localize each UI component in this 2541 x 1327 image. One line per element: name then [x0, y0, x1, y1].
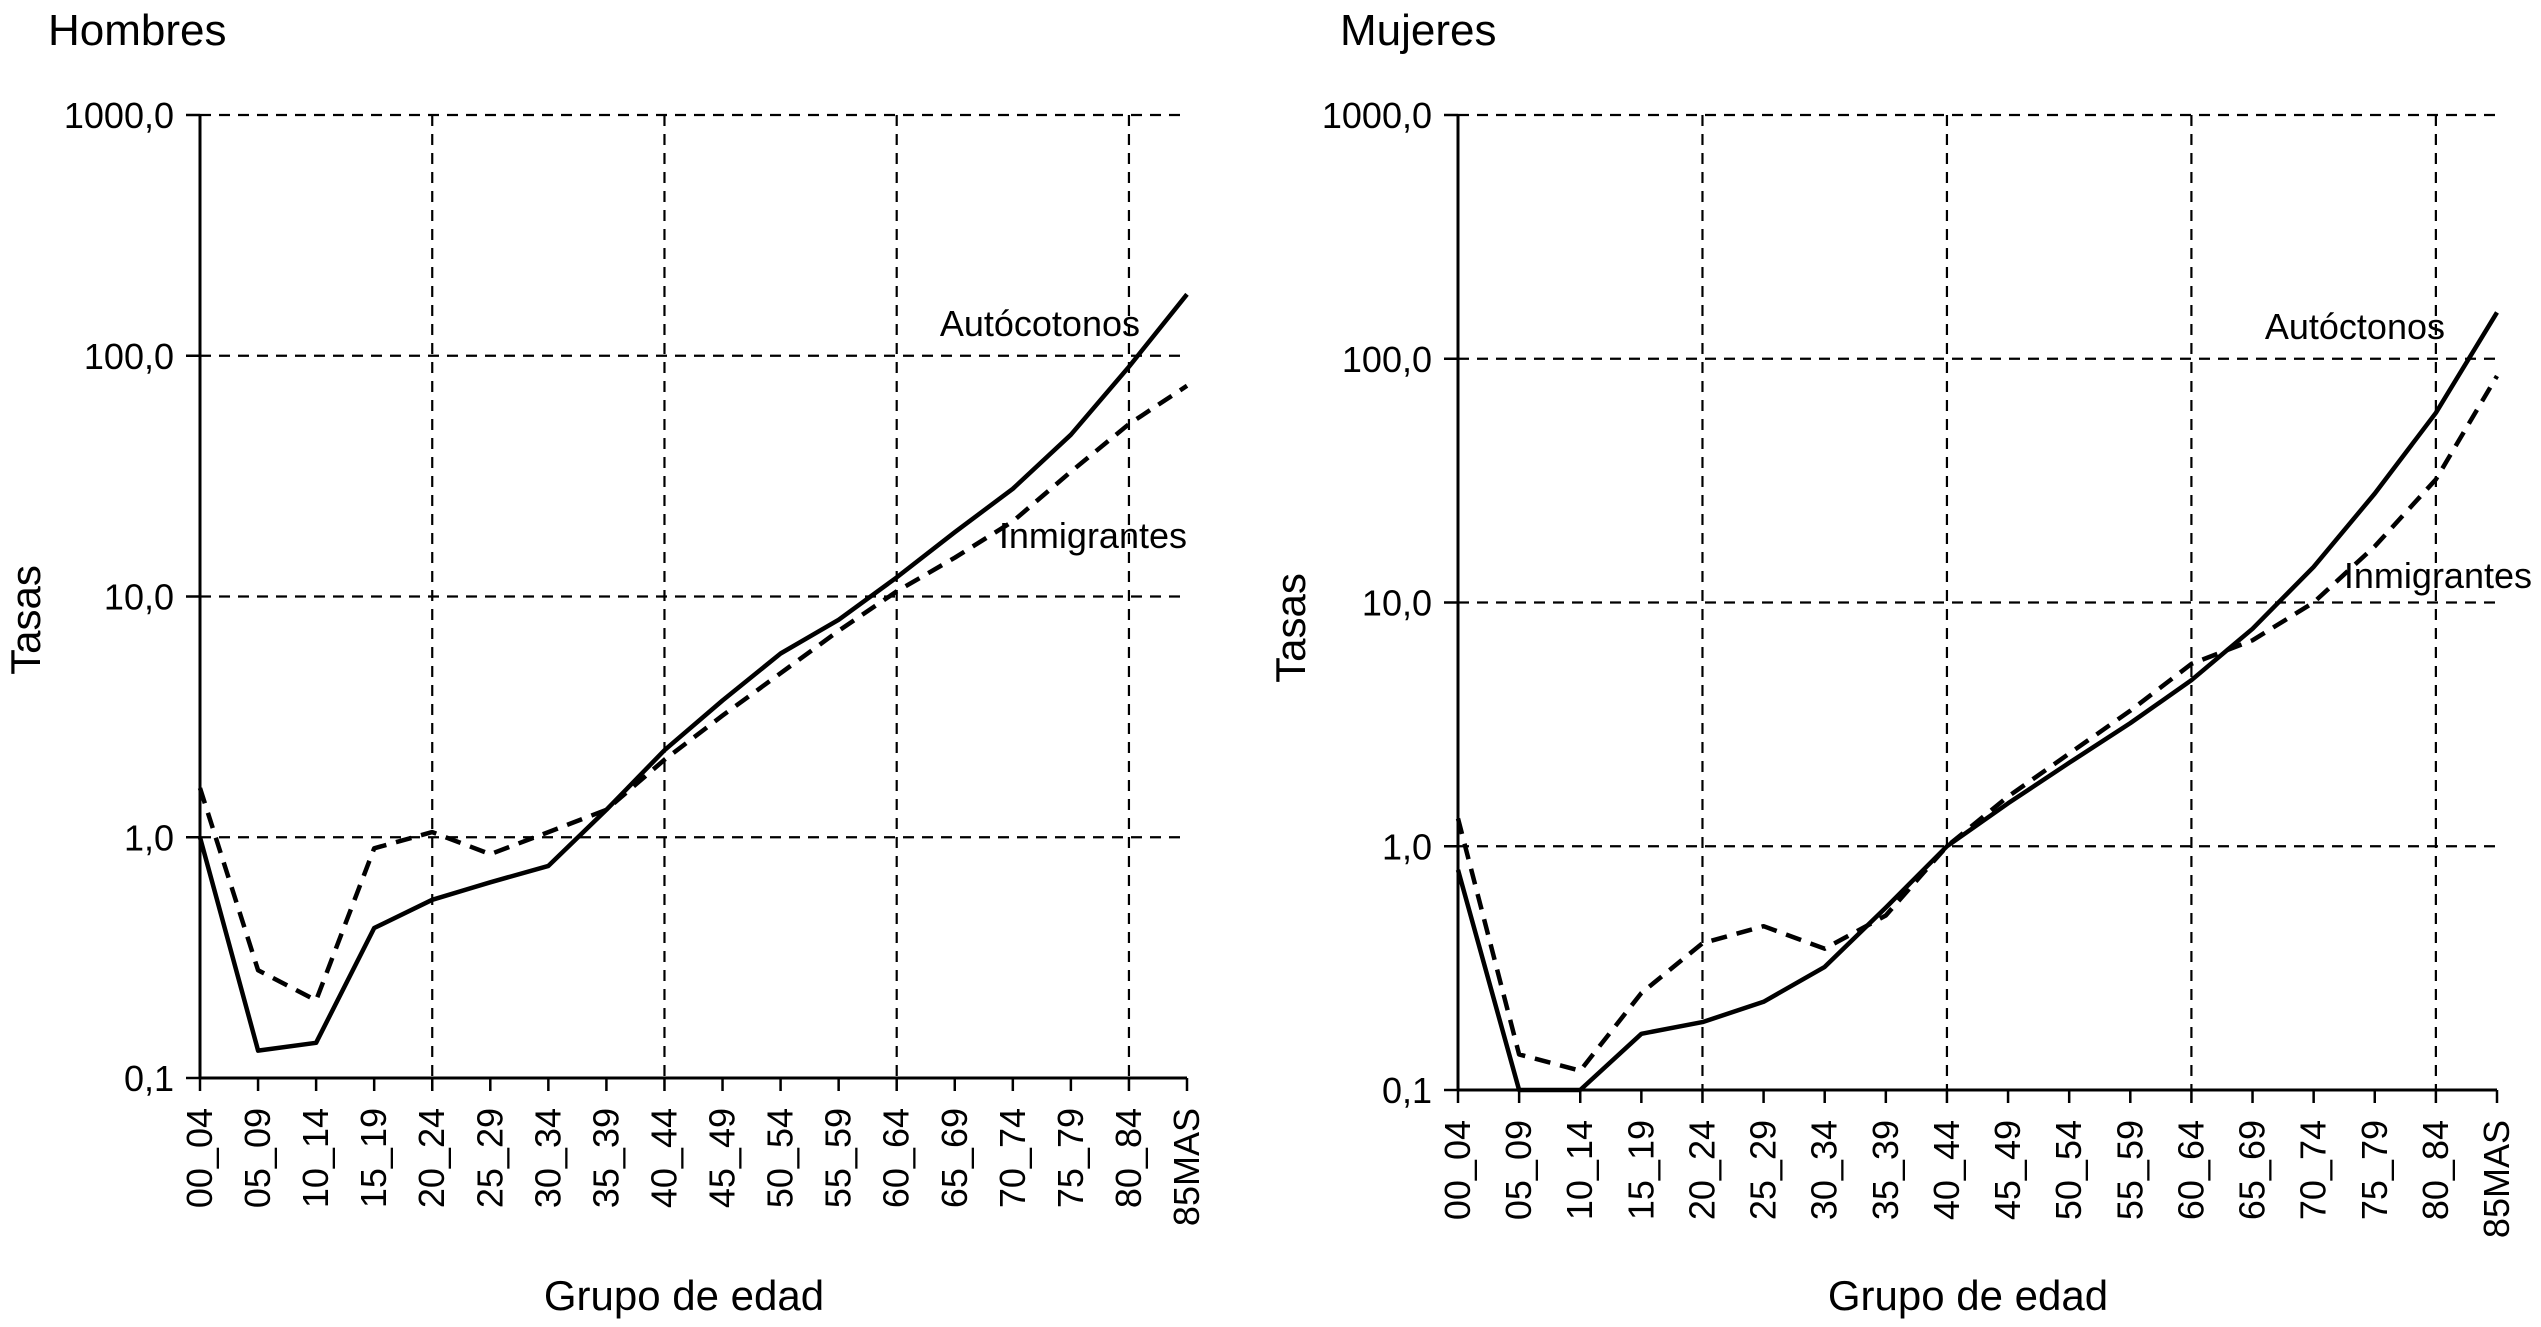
y-tick-label: 1000,0 — [64, 95, 174, 136]
chart-title: Mujeres — [1340, 6, 1497, 55]
chart-title: Hombres — [48, 6, 227, 55]
y-axis-label: Tasas — [1267, 573, 1314, 683]
series-label: Autóctonos — [2265, 306, 2445, 347]
x-tick-label: 15_19 — [353, 1108, 394, 1208]
x-tick-label: 30_34 — [527, 1108, 568, 1208]
y-tick-label: 10,0 — [1362, 583, 1432, 624]
x-tick-label: 85MAS — [1166, 1108, 1207, 1226]
x-tick-label: 60_64 — [876, 1108, 917, 1208]
x-tick-label: 35_39 — [585, 1108, 626, 1208]
x-tick-label: 85MAS — [2476, 1120, 2517, 1238]
x-tick-label: 45_49 — [1987, 1120, 2028, 1220]
x-tick-label: 30_34 — [1804, 1120, 1845, 1220]
x-tick-label: 10_14 — [295, 1108, 336, 1208]
x-tick-label: 20_24 — [411, 1108, 452, 1208]
x-tick-label: 50_54 — [760, 1108, 801, 1208]
x-tick-label: 40_44 — [643, 1108, 684, 1208]
x-tick-label: 75_79 — [2354, 1120, 2395, 1220]
x-tick-label: 00_04 — [179, 1108, 220, 1208]
y-axis-label: Tasas — [2, 565, 49, 675]
series-line-autoctonos — [1455, 311, 2499, 1093]
x-tick-label: 55_59 — [2109, 1120, 2150, 1220]
x-tick-label: 80_84 — [1108, 1108, 1149, 1208]
chart-panel-2: Mujeres 0,1 1,0 10,0 100,0 1000,0 00_04 05_09 10… — [1267, 6, 2532, 1319]
x-tick-label: 60_64 — [2170, 1120, 2211, 1220]
y-tick-label: 100,0 — [84, 336, 174, 377]
y-tick-label: 0,1 — [124, 1058, 174, 1099]
y-tick-label: 1,0 — [1382, 826, 1432, 867]
x-tick-label: 45_49 — [702, 1108, 743, 1208]
x-tick-label: 40_44 — [1926, 1120, 1967, 1220]
x-tick-label: 65_69 — [2232, 1120, 2273, 1220]
x-axis-label: Grupo de edad — [544, 1272, 824, 1319]
x-tick-label: 20_24 — [1681, 1120, 1722, 1220]
x-axis-label: Grupo de edad — [1828, 1272, 2108, 1319]
x-tick-label: 25_29 — [1743, 1120, 1784, 1220]
x-tick-label: 05_09 — [1498, 1120, 1539, 1220]
x-tick-label: 80_84 — [2415, 1120, 2456, 1220]
series-label: Autócotonos — [940, 303, 1140, 344]
x-tick-label: 70_74 — [992, 1108, 1033, 1208]
x-tick-label: 35_39 — [1865, 1120, 1906, 1220]
x-tick-label: 00_04 — [1437, 1120, 1478, 1220]
x-tick-label: 70_74 — [2293, 1120, 2334, 1220]
x-tick-label: 10_14 — [1559, 1120, 1600, 1220]
series-line-autoctonos — [197, 292, 1189, 1053]
chart-panel-1: Hombres 0,1 1,0 10,0 100,0 1000,0 00_04 05_09 10… — [2, 6, 1207, 1319]
x-tick-label: 55_59 — [818, 1108, 859, 1208]
series-line-inmigrantes — [1455, 374, 2499, 1073]
y-tick-label: 0,1 — [1382, 1070, 1432, 1111]
series-label: Inmigrantes — [2344, 555, 2532, 596]
x-tick-label: 65_69 — [934, 1108, 975, 1208]
x-tick-label: 50_54 — [2048, 1120, 2089, 1220]
series-line-inmigrantes — [197, 383, 1189, 1003]
x-tick-label: 05_09 — [237, 1108, 278, 1208]
x-tick-label: 75_79 — [1050, 1108, 1091, 1208]
series-label: Inmigrantes — [999, 515, 1187, 556]
y-tick-label: 10,0 — [104, 577, 174, 618]
x-tick-label: 25_29 — [469, 1108, 510, 1208]
y-tick-label: 1,0 — [124, 817, 174, 858]
y-tick-label: 100,0 — [1342, 339, 1432, 380]
x-tick-label: 15_19 — [1620, 1120, 1661, 1220]
y-tick-label: 1000,0 — [1322, 95, 1432, 136]
